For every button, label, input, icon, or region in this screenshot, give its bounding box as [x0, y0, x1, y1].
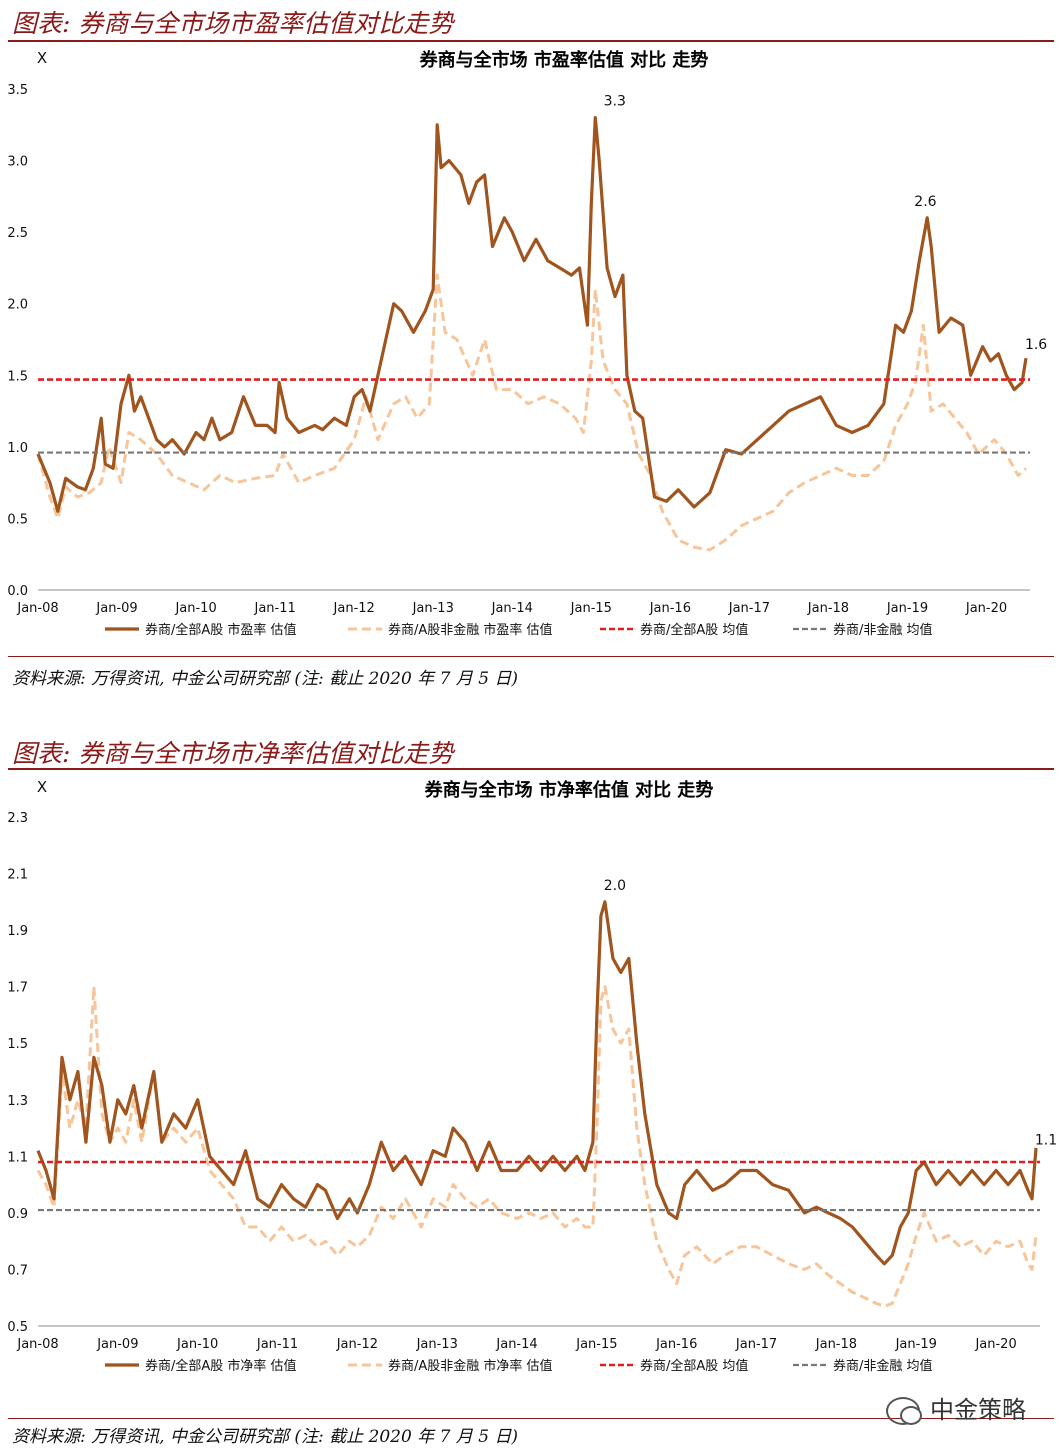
legend-entry: 券商/A股非金融 市净率 估值	[348, 1358, 553, 1374]
x-tick-label: Jan-09	[96, 1337, 138, 1352]
y-tick-label: 0.5	[7, 512, 28, 527]
x-tick-label: Jan-16	[655, 1337, 697, 1352]
series-line-dashed	[36, 985, 1038, 1308]
figure-title-pe: 图表: 券商与全市场市盈率估值对比走势	[12, 9, 454, 38]
data-label: 1.6	[1025, 337, 1047, 353]
x-tick-label: Jan-13	[416, 1337, 458, 1352]
y-tick-label: 1.7	[7, 981, 28, 996]
x-tick-label: Jan-19	[886, 601, 928, 616]
y-axis-label: X	[37, 49, 47, 67]
x-tick-label: Jan-08	[16, 601, 58, 616]
x-tick-label: Jan-12	[333, 601, 375, 616]
x-tick-label: Jan-12	[336, 1337, 378, 1352]
x-tick-label: Jan-15	[575, 1337, 617, 1352]
legend-label: 券商/非金融 均值	[833, 1358, 933, 1374]
x-tick-label: Jan-20	[965, 601, 1007, 616]
series-line-solid	[36, 900, 1038, 1266]
x-tick-label: Jan-10	[176, 1337, 218, 1352]
x-tick-label: Jan-11	[256, 1337, 298, 1352]
y-tick-label: 3.5	[7, 83, 28, 98]
y-tick-label: 1.9	[7, 924, 28, 939]
y-tick-label: 1.1	[7, 1150, 28, 1165]
x-tick-label: Jan-13	[412, 601, 454, 616]
chart-title: 券商与全市场 市净率估值 对比 走势	[424, 779, 714, 801]
panel-pb: 图表: 券商与全市场市净率估值对比走势 资料来源: 万得资讯, 中金公司研究部 …	[0, 730, 1060, 1452]
series-line-solid	[36, 116, 1028, 513]
figure-title-pb: 图表: 券商与全市场市净率估值对比走势	[12, 739, 454, 768]
y-tick-label: 2.0	[7, 298, 28, 313]
legend-entry: 券商/全部A股 市盈率 估值	[105, 622, 297, 638]
x-tick-label: Jan-09	[95, 601, 137, 616]
data-label: 1.1	[1035, 1132, 1057, 1148]
x-tick-label: Jan-19	[895, 1337, 937, 1352]
y-tick-label: 1.0	[7, 441, 28, 456]
pe-chart: 券商与全市场 市盈率估值 对比 走势 X 0.0 0.5 1.0 1.5 2.0 2.5 3.0…	[7, 49, 1047, 638]
series-line-dashed	[36, 273, 1028, 552]
x-tick-label: Jan-14	[495, 1337, 537, 1352]
legend-label: 券商/全部A股 均值	[640, 1358, 748, 1374]
source-rule-pb	[8, 1418, 1054, 1419]
y-tick-label: 0.7	[7, 1263, 28, 1278]
y-tick-label: 2.1	[7, 868, 28, 883]
watermark-text: 中金策略	[930, 1396, 1026, 1424]
data-label: 3.3	[604, 94, 626, 110]
legend-label: 券商/全部A股 市盈率 估值	[145, 622, 297, 638]
x-tick-label: Jan-08	[16, 1337, 58, 1352]
data-label: 2.0	[604, 878, 626, 894]
x-tick-label: Jan-14	[491, 601, 533, 616]
legend-label: 券商/全部A股 均值	[640, 622, 748, 638]
x-tick-label: Jan-18	[815, 1337, 857, 1352]
source-rule-pe	[8, 656, 1054, 657]
legend-label: 券商/非金融 均值	[833, 622, 933, 638]
watermark: 中金策略	[886, 1390, 1026, 1425]
y-tick-label: 2.5	[7, 226, 28, 241]
x-tick-label: Jan-17	[728, 601, 770, 616]
legend-label: 券商/全部A股 市净率 估值	[145, 1358, 297, 1374]
legend-entry: 券商/非金融 均值	[793, 1358, 933, 1374]
legend-entry: 券商/A股非金融 市盈率 估值	[348, 622, 553, 638]
y-tick-label: 1.3	[7, 1094, 28, 1109]
pb-chart: 券商与全市场 市净率估值 对比 走势 X 0.5 0.7 0.9 1.1 1.3 1.5 1.7…	[7, 778, 1057, 1374]
y-tick-label: 2.3	[7, 811, 28, 826]
title-rule-pe	[8, 40, 1054, 42]
chart-title: 券商与全市场 市盈率估值 对比 走势	[419, 49, 709, 71]
x-tick-label: Jan-11	[253, 601, 295, 616]
wechat-icon	[886, 1397, 922, 1425]
legend-entry: 券商/全部A股 均值	[600, 1358, 748, 1374]
y-tick-label: 3.0	[7, 155, 28, 170]
y-axis-label: X	[37, 778, 47, 796]
legend-entry: 券商/非金融 均值	[793, 622, 933, 638]
legend-entry: 券商/全部A股 市净率 估值	[105, 1358, 297, 1374]
legend-label: 券商/A股非金融 市盈率 估值	[388, 622, 553, 638]
y-tick-label: 1.5	[7, 369, 28, 384]
x-tick-label: Jan-20	[974, 1337, 1016, 1352]
y-tick-label: 0.0	[7, 584, 28, 599]
legend-label: 券商/A股非金融 市净率 估值	[388, 1358, 553, 1374]
source-note-pe: 资料来源: 万得资讯, 中金公司研究部 (注: 截止 2020 年 7 月 5 …	[12, 669, 519, 689]
legend-entry: 券商/全部A股 均值	[600, 622, 748, 638]
x-tick-label: Jan-18	[807, 601, 849, 616]
x-tick-label: Jan-15	[570, 601, 612, 616]
panel-pe: 图表: 券商与全市场市盈率估值对比走势 资料来源: 万得资讯, 中金公司研究部 …	[0, 0, 1060, 700]
x-tick-label: Jan-16	[649, 601, 691, 616]
source-note-pb: 资料来源: 万得资讯, 中金公司研究部 (注: 截止 2020 年 7 月 5 …	[12, 1427, 519, 1447]
data-label: 2.6	[914, 194, 936, 210]
y-tick-label: 0.5	[7, 1320, 28, 1335]
x-tick-label: Jan-17	[735, 1337, 777, 1352]
y-tick-label: 1.5	[7, 1037, 28, 1052]
x-tick-label: Jan-10	[174, 601, 216, 616]
title-rule-pb	[8, 768, 1054, 770]
y-tick-label: 0.9	[7, 1207, 28, 1222]
